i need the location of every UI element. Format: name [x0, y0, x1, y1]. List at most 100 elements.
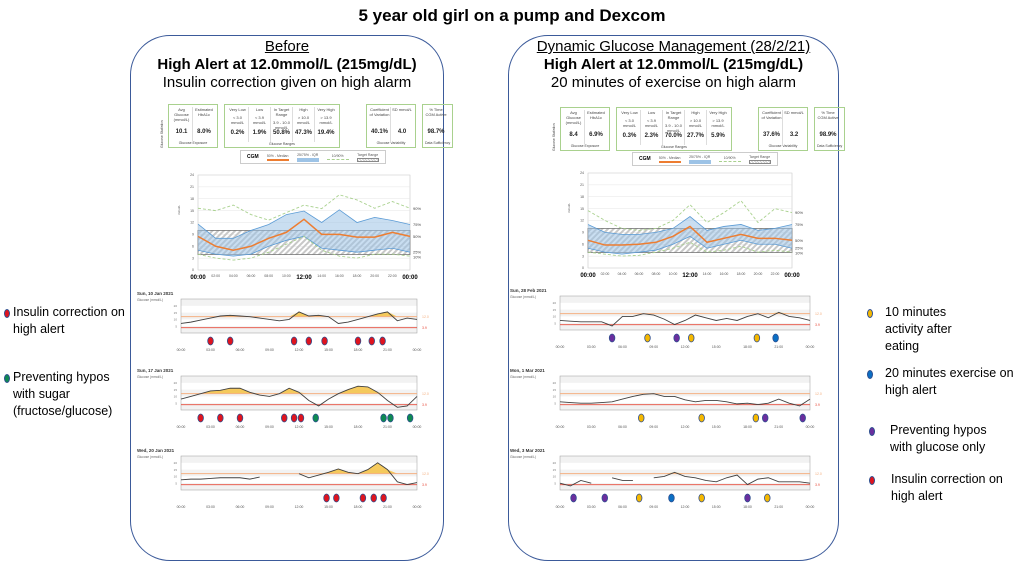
percentile-label: 10% [795, 251, 803, 256]
x-tick-label: 06:00 [247, 274, 256, 278]
stat-cell: Coefficient of Variation 37.6% [761, 110, 783, 144]
stat-cell: Low < 3.9 mmol/L 2.3% [641, 110, 663, 145]
percentile-label: 25% [413, 250, 421, 255]
y-tick-label: 20 [174, 304, 178, 308]
x-tick-label: 00:00 [556, 505, 565, 509]
glucose-trace [180, 311, 418, 324]
stat-label: Estimated HbA1c [195, 107, 213, 117]
x-tick-label: 08:00 [264, 274, 273, 278]
cgm-legend-swatch [718, 160, 741, 163]
x-tick-label: 06:00 [236, 505, 245, 509]
legend-line: Preventing hypos [890, 423, 987, 437]
daily-glucose-chart: Sun, 10 Jan 2021 Glucose (mmol/L) 5 10 15 20 1… [137, 291, 429, 352]
x-tick-label: 21:00 [383, 505, 392, 509]
legend-line: activity after [885, 322, 952, 336]
x-tick-label: 09:00 [265, 505, 274, 509]
above-target-fill [181, 311, 417, 317]
grid-band [181, 299, 417, 306]
grid-band [181, 403, 417, 410]
y-tick-label: 21 [580, 183, 584, 187]
grid-band [560, 376, 810, 383]
stat-label: Coefficient of Variation [369, 107, 390, 117]
plot-area [180, 298, 418, 334]
event-marker-insulin [333, 493, 340, 503]
stat-value: 70.0% [664, 133, 682, 139]
event-marker-insulin [290, 413, 298, 423]
grid-band [560, 403, 810, 410]
stat-caption: Glucose Variability [376, 141, 406, 145]
legend-label: 10 minutes activity after eating [885, 304, 952, 355]
cgm-legend-label: 50% - Median [658, 155, 681, 160]
legend-label: 20 minutes exercise on high alert [885, 365, 1014, 399]
grid-band [560, 389, 810, 397]
x-tick-label: 09:00 [649, 425, 658, 429]
stat-label: Low [647, 110, 656, 115]
event-marker-insulin [297, 413, 305, 423]
x-tick-label: 00:00 [413, 348, 422, 352]
panel-heading: Before [264, 38, 310, 55]
stat-header: Very High > 13.9 mmol/L [707, 110, 729, 128]
glucose-only-dot-icon [869, 427, 875, 436]
event-marker-insulin [359, 493, 367, 503]
x-tick-label: 02:00 [601, 272, 610, 276]
stat-cell: Avg Glucose (mmol/L) 10.1 [171, 107, 193, 141]
x-tick-label: 00:00 [190, 275, 206, 281]
x-tick-label: 12:00 [296, 275, 312, 281]
event-marker-insulin [323, 493, 330, 503]
x-tick-label: 14:00 [703, 272, 712, 276]
x-tick-label: 18:00 [743, 425, 752, 429]
glucose-statistics: Glucose Statistics Avg Glucose (mmol/L) 8.… [552, 107, 846, 151]
p90-line [197, 194, 411, 221]
stat-cells: Avg Glucose (mmol/L) 10.1 Estimated HbA1c 8… [171, 107, 215, 141]
stat-header: Very High > 13.9 mmol/L [315, 107, 337, 125]
stat-cell: In Target Range 3.9 - 10.0 mmol/L 50.8% [271, 107, 293, 142]
cgm-legend-swatch [658, 160, 681, 163]
stat-header: High > 10.0 mmol/L [293, 107, 314, 125]
p25-line [587, 235, 793, 255]
stat-value: 37.6% [762, 132, 780, 138]
stat-value: 40.1% [370, 129, 388, 135]
x-tick-label: 21:00 [774, 425, 783, 429]
percentile-label: 90% [413, 206, 421, 211]
panel-heading: Dynamic Glucose Management (28/2/21) [536, 38, 811, 55]
x-tick-label: 12:00 [682, 273, 698, 279]
y-tick-label: 5 [554, 321, 556, 325]
grid-band [181, 376, 417, 383]
low-threshold-label: 3.9 [815, 403, 820, 407]
y-tick-label: 15 [174, 388, 178, 392]
x-tick-label: 06:00 [635, 272, 644, 276]
above-target-fill [181, 386, 417, 394]
stat-value: 47.3% [294, 130, 312, 136]
stat-cells: % Time CGM Active 98.9% [817, 110, 842, 144]
x-tick-label: 00:00 [806, 505, 815, 509]
cgm-legend: CGM 50% - Median 25/75% - IQR 10/90% Target … [240, 150, 386, 164]
event-marker-activity [635, 493, 643, 503]
stats-side-label: Glucose Statistics [552, 123, 556, 151]
legend-line: 10 minutes [885, 305, 947, 319]
plot-area [559, 375, 811, 411]
x-tick-label: 12:00 [681, 425, 690, 429]
x-tick-label: 00:00 [556, 425, 565, 429]
x-tick-label: 15:00 [712, 505, 721, 509]
stat-header: % Time CGM Active [425, 107, 447, 117]
stat-header: Avg Glucose (mmol/L) [563, 110, 584, 125]
y-tick-label: 24 [190, 173, 194, 177]
x-tick-label: 02:00 [211, 274, 220, 278]
legend-line: high alert [891, 489, 943, 503]
high-threshold-label: 12.0 [422, 315, 429, 319]
glucose-ranges-box: Very Low < 3.0 mmol/L 0.3% Low < 3.9 mmol/L 2… [616, 107, 732, 151]
stat-caption: Glucose Exposure [178, 141, 208, 145]
cgm-legend-item: 10/90% [718, 156, 741, 163]
stat-value: 2.3% [644, 133, 659, 139]
percentile-label: 50% [795, 238, 803, 243]
stat-value: 6.9% [589, 132, 603, 138]
day-title: Mon, 1 Mar 2021 [510, 368, 545, 373]
stat-value: 5.9% [711, 133, 725, 139]
percentile-label: 10% [413, 255, 421, 260]
stat-range: < 3.9 mmol/L [252, 115, 267, 125]
stat-cells: Very Low < 3.0 mmol/L 0.3% Low < 3.9 mmol/L 2… [619, 110, 729, 145]
y-tick-label: 20 [553, 381, 557, 385]
daily-glucose-chart: Wed, 20 Jan 2021 Glucose (mmol/L) 5 10 15 20 1… [137, 448, 429, 509]
stat-label: Avg Glucose (mmol/L) [173, 107, 190, 122]
stat-label: High [691, 110, 700, 115]
